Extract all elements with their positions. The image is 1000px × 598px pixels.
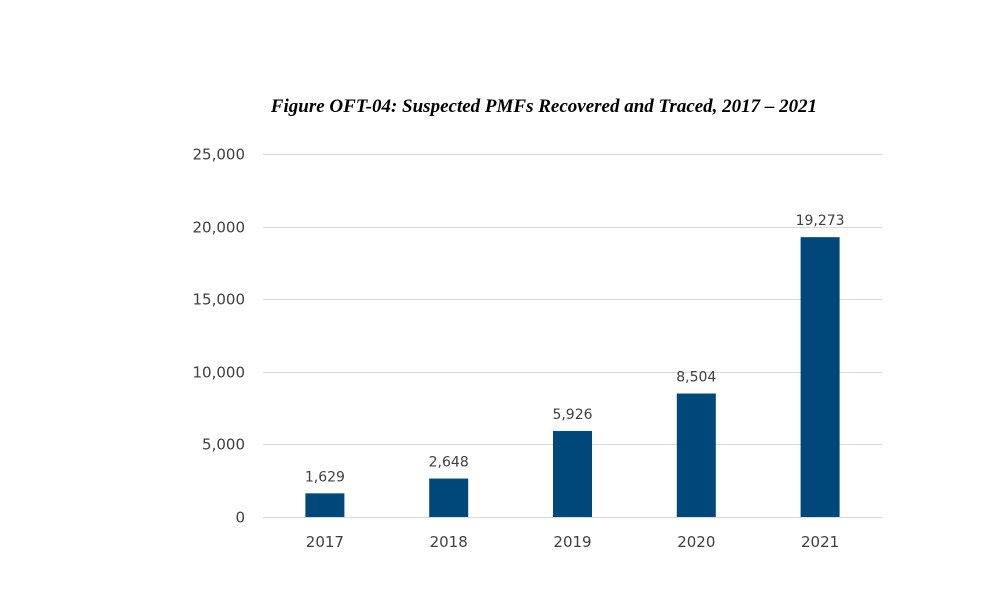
y-axis-tick-labels: 0 5,000 10,000 15,000 20,000 25,000 bbox=[193, 146, 246, 527]
bar-2018 bbox=[429, 478, 469, 517]
data-label-2019: 5,926 bbox=[552, 407, 592, 423]
y-tick-label: 25,000 bbox=[193, 146, 246, 164]
bar-2021 bbox=[800, 237, 840, 517]
data-label-2017: 1,629 bbox=[305, 469, 345, 485]
bar-2019 bbox=[553, 430, 592, 517]
bar-2017 bbox=[305, 493, 345, 517]
x-tick-label-2017: 2017 bbox=[306, 533, 344, 551]
y-tick-label: 5,000 bbox=[202, 436, 245, 454]
bars bbox=[305, 237, 840, 517]
x-tick-label-2018: 2018 bbox=[430, 533, 468, 551]
x-tick-label-2020: 2020 bbox=[677, 533, 715, 551]
data-label-2020: 8,504 bbox=[676, 370, 716, 386]
bar-2020 bbox=[676, 393, 716, 517]
data-label-2021: 19,273 bbox=[796, 213, 845, 229]
y-tick-label: 0 bbox=[235, 509, 245, 527]
y-tick-label: 10,000 bbox=[193, 364, 246, 382]
y-tick-label: 15,000 bbox=[193, 291, 246, 309]
x-tick-label-2019: 2019 bbox=[553, 533, 591, 551]
data-labels: 1,629 2,648 5,926 8,504 19,273 bbox=[305, 213, 845, 485]
chart-title: Figure OFT-04: Suspected PMFs Recovered … bbox=[270, 96, 818, 117]
x-axis-tick-labels: 2017 2018 2019 2020 2021 bbox=[306, 533, 839, 551]
x-tick-label-2021: 2021 bbox=[801, 533, 839, 551]
data-label-2018: 2,648 bbox=[429, 455, 469, 471]
y-tick-label: 20,000 bbox=[193, 219, 246, 237]
